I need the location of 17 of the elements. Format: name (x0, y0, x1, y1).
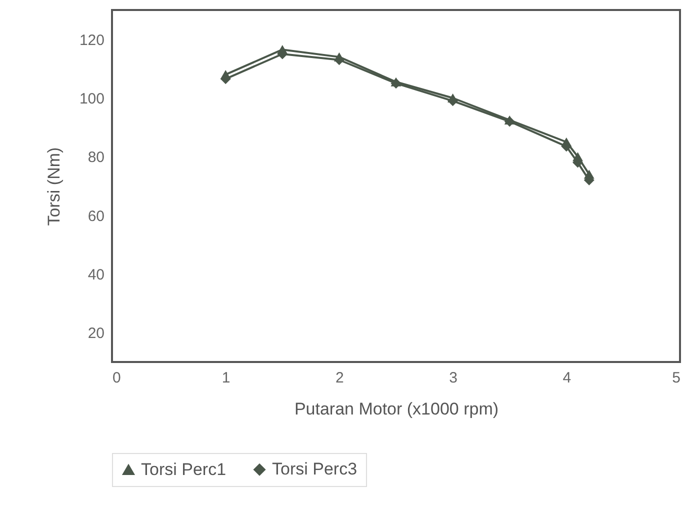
x-tick-label: 1 (222, 370, 230, 386)
y-tick-label: 80 (88, 149, 104, 166)
y-tick-label: 60 (88, 208, 104, 225)
x-tick-label: 0 (112, 370, 121, 386)
x-axis-title: Putaran Motor (x1000 rpm) (294, 400, 499, 418)
legend-label: Torsi Perc3 (272, 460, 358, 479)
legend-label: Torsi Perc1 (141, 460, 226, 479)
y-tick-label: 40 (88, 266, 104, 284)
x-tick-label: 2 (336, 370, 344, 386)
x-tick-label: 4 (562, 370, 572, 386)
y-tick-label: 20 (88, 325, 104, 342)
y-axis-title: Torsi (Nm) (44, 147, 64, 226)
x-tick-label: 3 (449, 370, 458, 386)
x-tick-label: 5 (672, 370, 680, 386)
y-tick-label: 120 (79, 32, 104, 49)
point (390, 78, 402, 89)
y-tick-label: 100 (79, 90, 104, 108)
